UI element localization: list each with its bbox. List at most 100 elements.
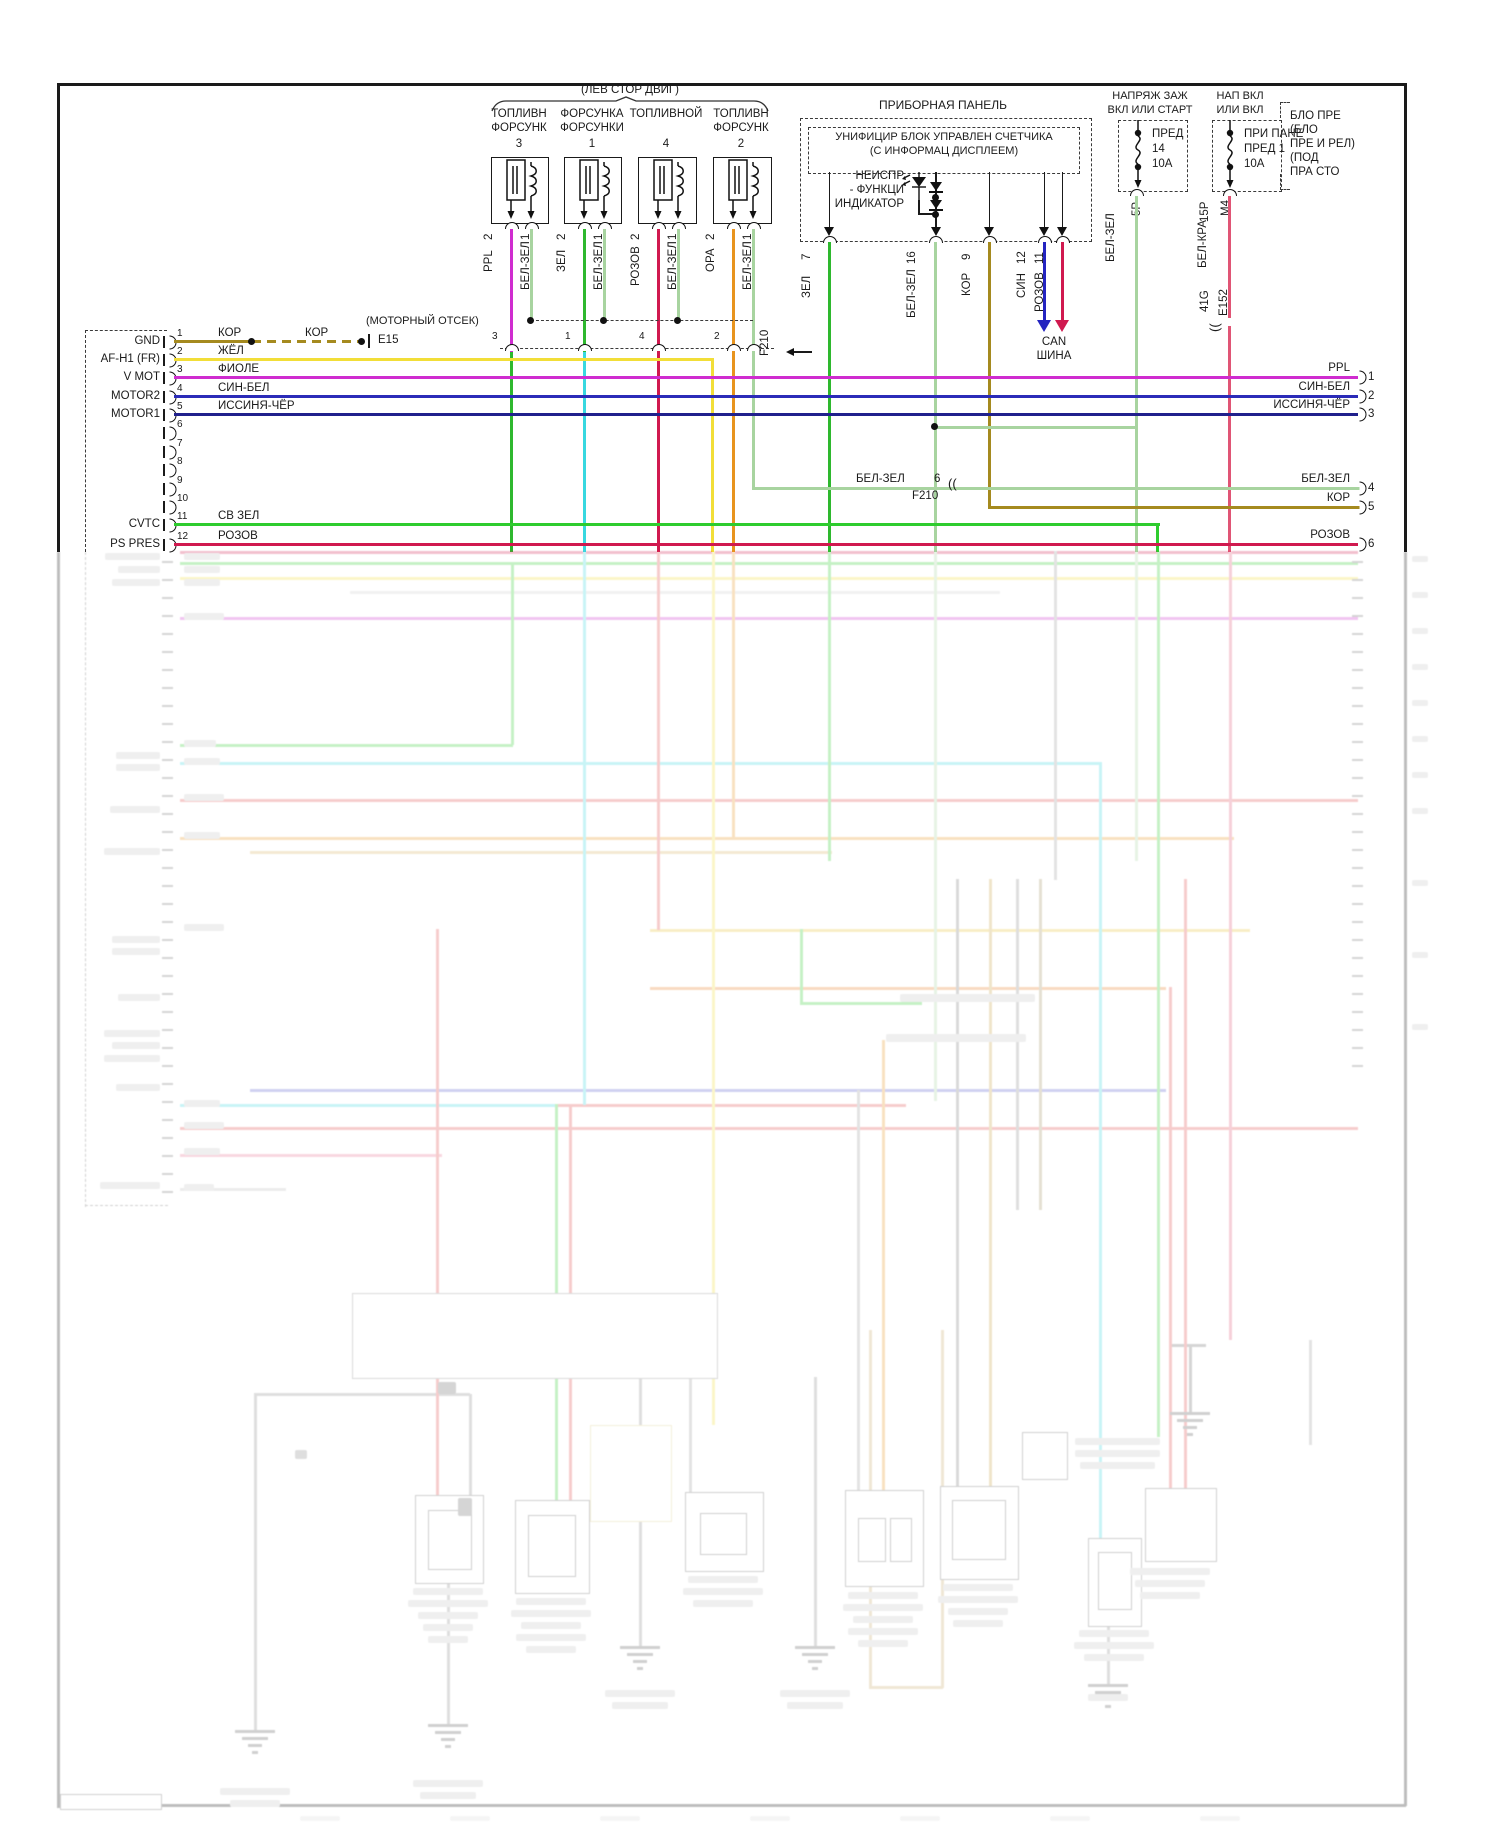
junction-dot bbox=[932, 211, 939, 218]
exit-pin-no: 4 bbox=[1368, 482, 1375, 494]
pin-tick bbox=[163, 391, 165, 403]
fusebox-note3: ПРЕ И РЕЛ) bbox=[1290, 138, 1355, 150]
faded-wire bbox=[556, 1104, 906, 1107]
fusebox-note4: (ПОД bbox=[1290, 152, 1319, 164]
faded-wire bbox=[254, 1393, 470, 1396]
ecm-pin-no: 12 bbox=[177, 531, 189, 542]
faded-wire bbox=[254, 1394, 257, 1730]
pin-tick bbox=[163, 519, 165, 531]
faded-wire bbox=[1172, 1344, 1206, 1347]
panel-wire bbox=[828, 172, 830, 228]
f210-connector-line bbox=[500, 348, 774, 349]
ecm-pin-no: 1 bbox=[177, 328, 183, 339]
faded-text-smudge bbox=[184, 832, 220, 839]
faded-text-smudge bbox=[521, 1622, 581, 1629]
wire-ora-below bbox=[732, 352, 735, 552]
wire-kor-gnd bbox=[174, 340, 252, 343]
down-arrow-icon bbox=[1039, 227, 1049, 236]
faded-ground-icon bbox=[428, 1724, 468, 1727]
wire-color-label: ФИОЛЕ bbox=[218, 363, 260, 375]
faded-wire bbox=[869, 1330, 872, 1688]
wire-break-icon: (( bbox=[948, 476, 957, 491]
faded-text-smudge bbox=[750, 1816, 790, 1821]
pin-tick bbox=[163, 372, 165, 384]
faded-text-smudge bbox=[1075, 1450, 1160, 1457]
faded-component-box bbox=[415, 1495, 484, 1584]
faded-wire bbox=[956, 879, 959, 1486]
f210-arrow-line bbox=[792, 351, 812, 353]
ecm-pin-no: 5 bbox=[177, 401, 183, 412]
faded-wire bbox=[828, 551, 831, 861]
exit-wire-label: ИССИНЯ-ЧЁР bbox=[1273, 399, 1350, 411]
faded-ground-icon bbox=[1095, 1691, 1121, 1694]
faded-ground-icon bbox=[252, 1751, 258, 1754]
junction-dot bbox=[358, 338, 365, 345]
faded-text-smudge bbox=[1412, 772, 1428, 778]
inj3-box bbox=[491, 157, 549, 224]
down-arrow-icon bbox=[1057, 227, 1067, 236]
faded-wire bbox=[1404, 552, 1407, 1806]
faded-wire bbox=[180, 551, 1358, 554]
mil-label3: ИНДИКАТОР bbox=[834, 198, 904, 210]
faded-text-smudge bbox=[848, 1592, 918, 1599]
can-label2: ШИНА bbox=[1036, 350, 1072, 362]
wire-sinbel bbox=[174, 395, 1358, 398]
ecm-pin-name: PS PRES bbox=[110, 538, 160, 550]
faded-ground-icon bbox=[1183, 1426, 1197, 1429]
exit-wire-label: РОЗОВ bbox=[1310, 529, 1350, 541]
f210-bump bbox=[727, 344, 741, 351]
faded-ecm-border bbox=[85, 1205, 168, 1206]
junction-dot bbox=[600, 317, 607, 324]
panel-wire bbox=[918, 200, 920, 214]
faded-ground-icon bbox=[795, 1646, 835, 1649]
f210-bump bbox=[652, 344, 666, 351]
faded-text-smudge bbox=[458, 1498, 472, 1516]
fuse-icon bbox=[1226, 120, 1234, 188]
exit-wire-label: КОР bbox=[1326, 492, 1350, 504]
faded-text-smudge bbox=[1088, 1694, 1128, 1701]
can-label1: CAN bbox=[1041, 336, 1067, 348]
faded-text-smudge bbox=[100, 1182, 160, 1189]
belzel-joint-dashed bbox=[531, 320, 753, 321]
faded-text-smudge bbox=[184, 579, 220, 586]
ign-label1: НАПРЯЖ ЗАЖ bbox=[1112, 90, 1188, 102]
faded-text-smudge bbox=[1079, 1630, 1149, 1637]
wire-belzel bbox=[752, 229, 755, 490]
engine-bay-label: (МОТОРНЫЙ ОТСЕК) bbox=[366, 315, 479, 327]
pin-bump bbox=[1223, 189, 1237, 196]
fuse1-amps14: 14 bbox=[1152, 143, 1165, 155]
faded-wire bbox=[180, 577, 1358, 580]
faded-wire bbox=[180, 744, 513, 747]
faded-wire bbox=[941, 1330, 944, 1688]
frame-left bbox=[57, 83, 60, 552]
pin-bump bbox=[525, 222, 539, 229]
wire-zel bbox=[583, 229, 586, 352]
faded-text-smudge bbox=[1412, 880, 1428, 886]
faded-component-box bbox=[1088, 1538, 1142, 1627]
faded-text-smudge bbox=[605, 1690, 675, 1697]
f210-bump bbox=[578, 344, 592, 351]
fuse1-rating: 10А bbox=[1152, 158, 1173, 170]
ecm-pin-no: 3 bbox=[177, 364, 183, 375]
wire-kor9 bbox=[988, 242, 991, 508]
injector-coil-icon bbox=[506, 159, 537, 219]
brace bbox=[491, 96, 769, 112]
inj2-label2: ФОРСУНК bbox=[713, 122, 769, 134]
faded-text-smudge bbox=[787, 1702, 843, 1709]
faded-wire bbox=[180, 1188, 286, 1191]
faded-text-smudge bbox=[438, 1382, 456, 1394]
inj3-number: 3 bbox=[515, 138, 523, 150]
faded-wire bbox=[180, 1127, 1358, 1130]
f210-bump bbox=[747, 344, 761, 351]
wire-zel-below bbox=[510, 352, 513, 552]
ecm-pin-name: V MOT bbox=[123, 371, 160, 383]
faded-ground-icon bbox=[637, 1667, 643, 1670]
injector-coil-icon bbox=[579, 159, 610, 219]
panel-wire bbox=[1043, 172, 1045, 228]
wire-issin bbox=[174, 413, 1358, 416]
faded-wire bbox=[180, 562, 1358, 565]
wire-rozov bbox=[657, 229, 660, 352]
fusebox-note2: (БЛО bbox=[1290, 124, 1318, 136]
pin-tick bbox=[163, 427, 165, 439]
